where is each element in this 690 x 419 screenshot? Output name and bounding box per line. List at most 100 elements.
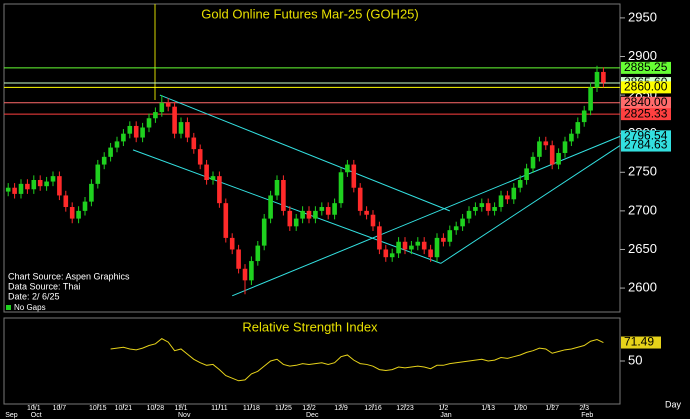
- trend-label: 2796.54: [624, 129, 668, 143]
- candle-body: [37, 180, 43, 187]
- candle-body: [485, 203, 491, 211]
- candle-body: [140, 127, 145, 138]
- candle-body: [581, 110, 587, 123]
- candle-body: [313, 210, 318, 219]
- y-tick-label: 2650: [628, 241, 657, 256]
- candle-body: [473, 207, 478, 211]
- candle-body: [389, 253, 395, 258]
- candle-body: [332, 203, 337, 215]
- candle-body: [236, 249, 241, 269]
- x-tick-label: 11/18: [243, 405, 260, 412]
- candle-body: [217, 176, 222, 204]
- x-tick-label: 11/1: [174, 405, 187, 412]
- candle-body: [146, 118, 152, 128]
- candle-body: [133, 125, 139, 138]
- candle-body: [396, 241, 401, 254]
- candle-body: [204, 164, 209, 180]
- candle-body: [357, 187, 363, 211]
- candle-body: [364, 210, 369, 215]
- candle-body: [281, 180, 286, 211]
- month-label: Nov: [178, 412, 191, 419]
- candle-body: [165, 102, 171, 107]
- x-tick-label: 12/16: [364, 405, 382, 412]
- candle-body: [370, 214, 376, 227]
- candle-body: [402, 241, 408, 250]
- candle-body: [274, 180, 280, 196]
- candle-body: [351, 164, 357, 188]
- candle-body: [82, 201, 88, 211]
- candle-body: [229, 237, 235, 250]
- x-tick-label: 10/7: [53, 405, 67, 412]
- candle-body: [63, 195, 69, 208]
- y-tick-label: 2700: [628, 202, 657, 217]
- period-label: Day: [665, 399, 682, 409]
- x-tick-label: 1/13: [481, 405, 495, 412]
- candle-body: [223, 203, 229, 238]
- candle-body: [569, 133, 574, 142]
- month-label: Oct: [31, 412, 42, 419]
- candle-body: [50, 176, 56, 182]
- candle-body: [325, 207, 331, 215]
- candle-body: [5, 187, 11, 192]
- candle-body: [524, 168, 529, 180]
- level-label: 2860.00: [624, 80, 668, 94]
- rsi-line: [110, 338, 604, 382]
- level-label: 2885.25: [624, 60, 668, 74]
- candle-body: [415, 241, 421, 246]
- month-label: Dec: [306, 412, 319, 419]
- candle-body: [249, 261, 254, 281]
- x-tick-label: 10/15: [89, 405, 107, 412]
- note-icon: [6, 305, 11, 310]
- candle-body: [210, 176, 216, 180]
- month-label: Sep: [5, 412, 18, 419]
- candle-body: [268, 195, 273, 219]
- x-tick-label: 10/1: [27, 405, 41, 412]
- candle-body: [255, 245, 261, 262]
- candle-body: [95, 164, 101, 184]
- candle-body: [511, 187, 517, 200]
- candle-body: [377, 226, 382, 250]
- candle-body: [261, 218, 267, 246]
- candle-body: [287, 210, 293, 227]
- candle-body: [69, 207, 75, 219]
- candle-body: [447, 230, 453, 242]
- y-tick-label: 2600: [628, 280, 657, 295]
- note: No Gaps: [14, 303, 46, 312]
- candle-body: [594, 71, 600, 88]
- candle-body: [588, 87, 593, 111]
- candle-body: [498, 195, 504, 208]
- month-label: Feb: [581, 412, 593, 419]
- candle-body: [543, 141, 549, 146]
- candle-body: [197, 149, 203, 165]
- candle-body: [114, 141, 120, 148]
- y-tick-label: 2950: [628, 9, 657, 24]
- level-tag: [621, 108, 671, 121]
- candle-body: [191, 137, 197, 150]
- candle-body: [153, 112, 158, 119]
- candle-body: [537, 141, 542, 157]
- chart-title: Gold Online Futures Mar-25 (GOH25): [201, 6, 418, 21]
- candle-body: [44, 181, 49, 187]
- candle-body: [25, 183, 30, 190]
- trendline: [232, 135, 621, 297]
- candle-body: [127, 125, 133, 134]
- candle-body: [434, 237, 440, 258]
- price-panel: [3, 3, 621, 313]
- candle-body: [466, 210, 472, 219]
- rsi-panel: [3, 317, 621, 405]
- x-tick-label: 11/25: [275, 405, 292, 412]
- level-tag: [621, 81, 671, 94]
- candle-body: [345, 164, 350, 173]
- candle-body: [492, 207, 497, 211]
- level-label: 2825.33: [624, 106, 668, 120]
- candle-body: [18, 183, 24, 194]
- candle-body: [530, 156, 536, 169]
- rsi-title: Relative Strength Index: [242, 319, 378, 334]
- rsi-value-label: 71.49: [624, 335, 654, 349]
- trend-label: 2784.63: [624, 138, 668, 152]
- candle-body: [89, 183, 94, 202]
- candle-body: [517, 180, 523, 188]
- candle-body: [409, 245, 414, 250]
- candle-body: [172, 106, 177, 134]
- candle-body: [12, 187, 17, 194]
